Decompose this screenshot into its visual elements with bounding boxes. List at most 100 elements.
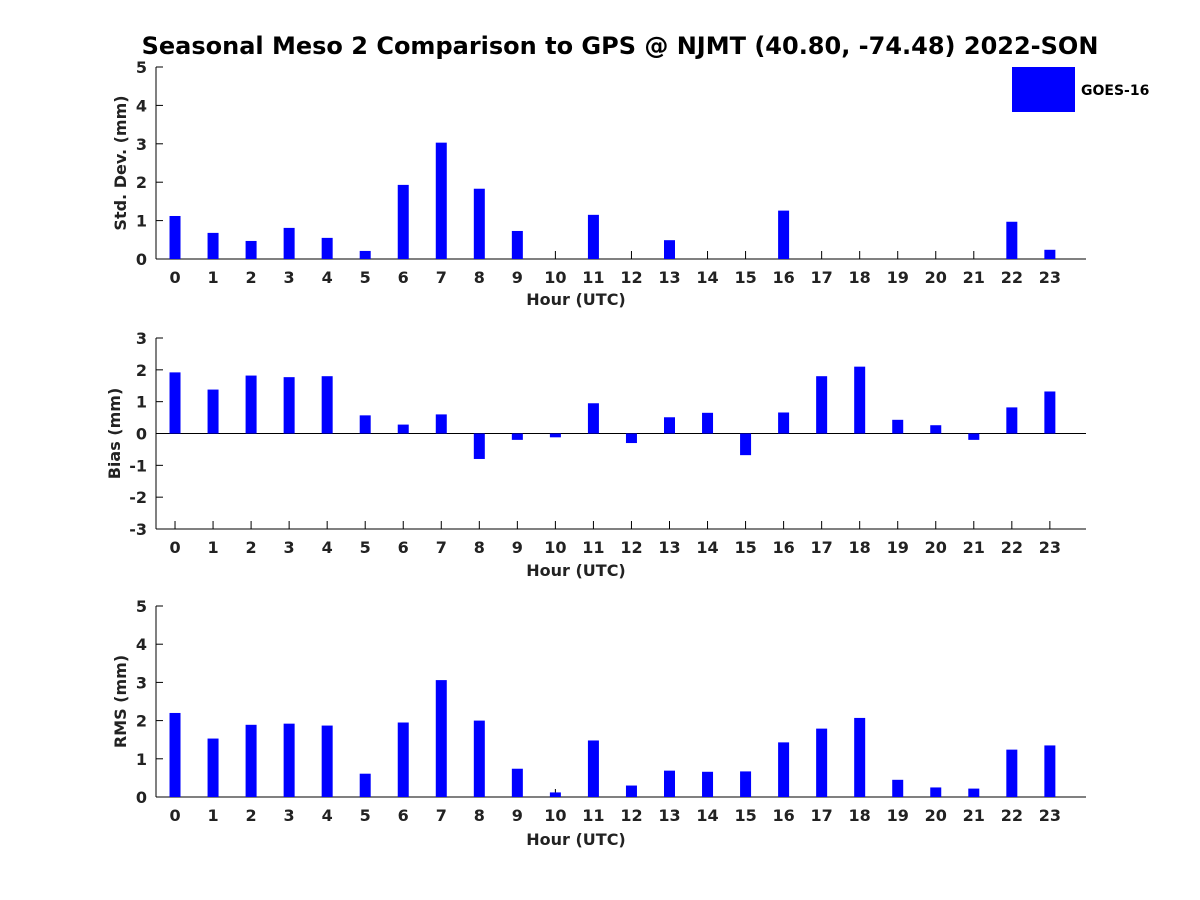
- rms-bar-hour-5: [359, 773, 371, 797]
- stddev-bar-hour-2: [245, 240, 257, 259]
- stddev-xtick-label: 21: [963, 268, 985, 287]
- bias-xtick-label: 2: [246, 538, 257, 557]
- bias-xtick-label: 8: [474, 538, 485, 557]
- rms-bar-hour-22: [1006, 749, 1018, 797]
- stddev-bar-hour-7: [435, 142, 447, 259]
- rms-xtick-label: 4: [322, 806, 333, 825]
- bias-xtick-label: 7: [436, 538, 447, 557]
- rms-xtick-label: 6: [398, 806, 409, 825]
- bias-ytick-label: -3: [129, 520, 147, 539]
- bias-xtick-label: 16: [772, 538, 794, 557]
- rms-xtick-label: 1: [207, 806, 218, 825]
- bias-x-label: Hour (UTC): [526, 561, 626, 580]
- rms-xtick-label: 23: [1039, 806, 1061, 825]
- bias-bar-hour-13: [663, 417, 675, 434]
- rms-ytick-label: 2: [136, 712, 147, 731]
- bias-bar-hour-1: [207, 389, 219, 434]
- rms-xtick-label: 14: [696, 806, 718, 825]
- bias-xtick-label: 17: [811, 538, 833, 557]
- bias-bar-hour-3: [283, 377, 295, 434]
- stddev-xtick-label: 0: [169, 268, 180, 287]
- chart-title: Seasonal Meso 2 Comparison to GPS @ NJMT…: [142, 32, 1099, 60]
- rms-bar-hour-9: [511, 768, 523, 797]
- stddev-xtick-label: 8: [474, 268, 485, 287]
- stddev-ytick-label: 1: [136, 212, 147, 231]
- rms-bar-hour-17: [816, 728, 828, 797]
- rms-ytick-label: 0: [136, 788, 147, 807]
- bias-ytick-label: 3: [136, 329, 147, 348]
- rms-ytick-label: 3: [136, 673, 147, 692]
- bias-xtick-label: 15: [734, 538, 756, 557]
- stddev-xtick-label: 3: [284, 268, 295, 287]
- rms-bar-hour-19: [892, 779, 904, 797]
- rms-bar-hour-7: [435, 680, 447, 797]
- stddev-bar-hour-0: [169, 215, 181, 259]
- stddev-xtick-label: 7: [436, 268, 447, 287]
- rms-xtick-label: 9: [512, 806, 523, 825]
- stddev-x-label: Hour (UTC): [526, 290, 626, 309]
- stddev-bar-hour-16: [778, 210, 790, 259]
- rms-xtick-label: 20: [925, 806, 947, 825]
- legend-label: GOES-16: [1081, 83, 1149, 99]
- stddev-bar-hour-4: [321, 237, 333, 259]
- rms-bar-hour-11: [587, 740, 599, 797]
- stddev-xtick-label: 18: [849, 268, 871, 287]
- rms-x-label: Hour (UTC): [526, 830, 626, 849]
- bias-bar-hour-17: [816, 376, 828, 434]
- rms-xtick-label: 18: [849, 806, 871, 825]
- bias-bar-hour-12: [625, 433, 637, 444]
- stddev-bar-hour-23: [1044, 249, 1056, 259]
- bias-xtick-label: 10: [544, 538, 566, 557]
- bias-bar-hour-18: [854, 366, 866, 434]
- rms-bar-hour-15: [740, 771, 752, 797]
- bias-xtick-label: 22: [1001, 538, 1023, 557]
- bias-ytick-label: -2: [129, 488, 147, 507]
- stddev-xtick-label: 20: [925, 268, 947, 287]
- bias-bar-hour-9: [511, 433, 523, 440]
- bias-xtick-label: 9: [512, 538, 523, 557]
- stddev-bar-hour-22: [1006, 221, 1018, 259]
- bias-xtick-label: 18: [849, 538, 871, 557]
- stddev-bar-hour-3: [283, 227, 295, 259]
- rms-bar-hour-3: [283, 723, 295, 797]
- rms-bar-hour-12: [625, 785, 637, 797]
- rms-xtick-label: 13: [658, 806, 680, 825]
- bias-xtick-label: 6: [398, 538, 409, 557]
- legend: GOES-16: [1012, 67, 1149, 112]
- bias-bar-hour-8: [473, 433, 485, 459]
- rms-xtick-label: 12: [620, 806, 642, 825]
- stddev-ytick-label: 5: [136, 58, 147, 77]
- rms-xtick-label: 8: [474, 806, 485, 825]
- bias-xtick-label: 5: [360, 538, 371, 557]
- rms-bar-hour-18: [854, 717, 866, 797]
- bias-xtick-label: 4: [322, 538, 333, 557]
- rms-xtick-label: 16: [772, 806, 794, 825]
- rms-bar-hour-8: [473, 720, 485, 797]
- bias-bar-hour-20: [930, 425, 942, 434]
- bias-ytick-label: -1: [129, 456, 147, 475]
- bias-xtick-label: 13: [658, 538, 680, 557]
- rms-ytick-label: 4: [136, 635, 147, 654]
- rms-xtick-label: 19: [887, 806, 909, 825]
- stddev-xtick-label: 16: [772, 268, 794, 287]
- bias-xtick-label: 1: [207, 538, 218, 557]
- rms-xtick-label: 17: [811, 806, 833, 825]
- stddev-xtick-label: 17: [811, 268, 833, 287]
- bias-bar-hour-7: [435, 414, 447, 434]
- stddev-xtick-label: 23: [1039, 268, 1061, 287]
- rms-y-label: RMS (mm): [111, 655, 130, 748]
- bias-ytick-label: 1: [136, 393, 147, 412]
- bias-bar-hour-4: [321, 376, 333, 434]
- rms-bar-hour-20: [930, 787, 942, 797]
- stddev-bar-hour-5: [359, 250, 371, 259]
- bias-bar-hour-11: [587, 403, 599, 434]
- rms-xtick-label: 7: [436, 806, 447, 825]
- stddev-bar-hour-6: [397, 184, 409, 259]
- bias-xtick-label: 11: [582, 538, 604, 557]
- rms-bar-hour-14: [702, 771, 714, 797]
- rms-bar-hour-23: [1044, 745, 1056, 797]
- bias-bar-hour-16: [778, 412, 790, 434]
- stddev-xtick-label: 14: [696, 268, 718, 287]
